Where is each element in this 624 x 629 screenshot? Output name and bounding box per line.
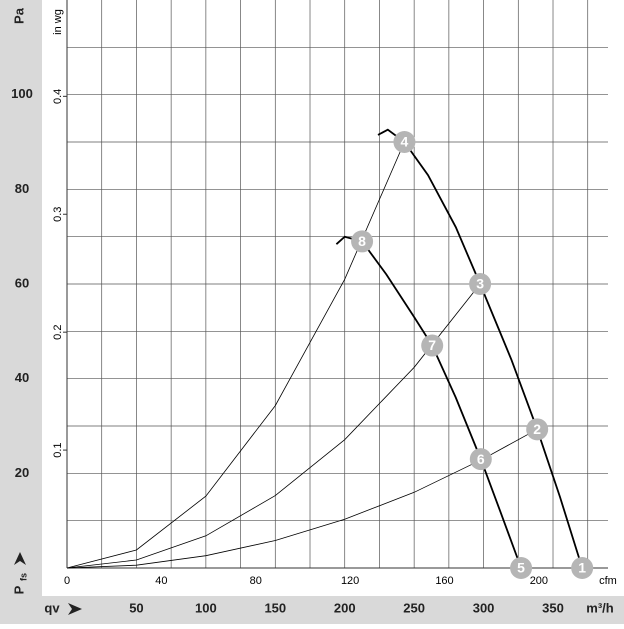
- x-tick-label: 250: [403, 600, 425, 615]
- x2-tick-label: 200: [530, 575, 548, 587]
- y-tick-label: 40: [15, 370, 29, 385]
- y2-label: in wg: [52, 9, 64, 35]
- operating-point: [571, 557, 594, 579]
- point-label: 1: [578, 560, 586, 576]
- point-label: 3: [476, 276, 484, 292]
- y-symbol-sub: fs: [18, 573, 28, 581]
- operating-point: [510, 557, 533, 579]
- x-tick-label: 100: [195, 600, 217, 615]
- y-symbol: P fs: [11, 573, 28, 594]
- y2-tick-label: 0.4: [52, 89, 64, 104]
- x2-tick-label: 80: [250, 575, 262, 587]
- x2-label: cfm: [599, 575, 617, 587]
- y-tick-label: 100: [11, 86, 33, 101]
- point-label: 7: [428, 337, 436, 353]
- y-tick-label: 60: [15, 275, 29, 290]
- x-symbol: qv: [44, 600, 60, 615]
- left-band: [0, 0, 42, 624]
- x-tick-label: 200: [334, 600, 356, 615]
- point-label: 8: [358, 233, 366, 249]
- operating-point: [421, 334, 444, 357]
- x2-tick-label: 40: [155, 575, 167, 587]
- x-tick-label: 150: [264, 600, 286, 615]
- point-label: 2: [533, 421, 541, 437]
- x-label: m³/h: [586, 600, 614, 615]
- y2-tick-label: 0.1: [52, 442, 64, 457]
- operating-point: [526, 418, 549, 441]
- x2-tick-label: 160: [435, 575, 453, 587]
- y-tick-label: 20: [15, 465, 29, 480]
- x-tick-label: 350: [542, 600, 564, 615]
- bottom-band: [0, 596, 624, 624]
- y-arrow: [14, 552, 26, 565]
- system-curve: [66, 141, 405, 569]
- x-tick-label: 300: [473, 600, 495, 615]
- x-arrow: [68, 603, 82, 615]
- point-label: 5: [517, 560, 525, 576]
- x-tick-label: 50: [129, 600, 143, 615]
- y2-tick-label: 0.2: [52, 325, 64, 340]
- operating-point: [351, 230, 374, 253]
- x2-tick-label: 0: [64, 575, 70, 587]
- point-label: 4: [401, 134, 409, 150]
- operating-point: [469, 448, 492, 471]
- operating-point: [393, 131, 416, 153]
- y-tick-label: 80: [15, 181, 29, 196]
- y2-tick-label: 0.3: [52, 207, 64, 222]
- x2-tick-label: 120: [341, 575, 359, 587]
- y-symbol-main: P: [11, 585, 26, 594]
- system-curve: [66, 283, 481, 569]
- point-label: 6: [477, 451, 485, 467]
- operating-point: [469, 273, 492, 295]
- y-label: Pa: [11, 7, 26, 24]
